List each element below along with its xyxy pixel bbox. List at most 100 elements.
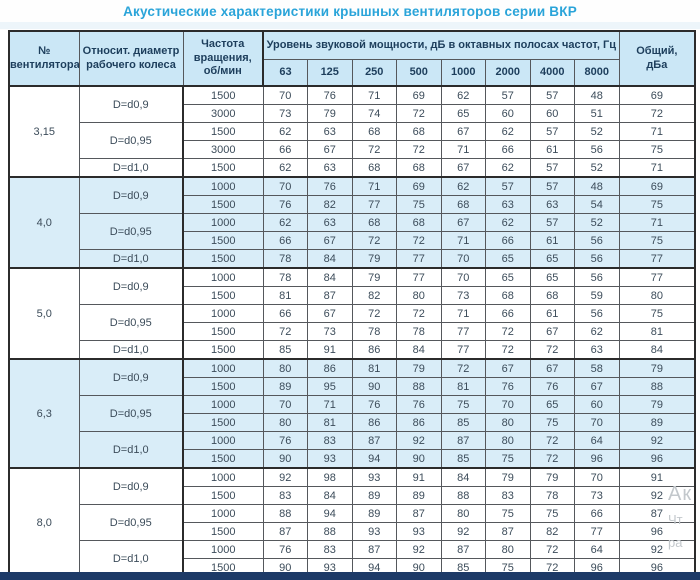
total-level-cell: 96 xyxy=(618,522,696,541)
level-cell-2000hz: 75 xyxy=(485,504,531,523)
speed-cell: 1500 xyxy=(182,286,264,305)
level-cell-125hz: 84 xyxy=(307,486,353,505)
level-cell-63hz: 62 xyxy=(262,213,308,232)
diameter-cell: D=d0,9 xyxy=(78,467,184,505)
level-cell-1000hz: 72 xyxy=(440,358,486,378)
speed-cell: 1000 xyxy=(182,358,264,378)
level-cell-4000hz: 82 xyxy=(529,522,575,541)
diameter-cell: D=d0,95 xyxy=(78,122,184,159)
level-cell-63hz: 62 xyxy=(262,158,308,178)
level-cell-63hz: 83 xyxy=(262,486,308,505)
level-cell-63hz: 72 xyxy=(262,322,308,341)
level-cell-63hz: 80 xyxy=(262,413,308,432)
level-cell-4000hz: 57 xyxy=(529,122,575,141)
header-freq-63: 63 xyxy=(262,59,308,87)
speed-cell: 3000 xyxy=(182,104,264,123)
level-cell-500hz: 68 xyxy=(396,158,442,178)
level-cell-2000hz: 87 xyxy=(485,522,531,541)
level-cell-8000hz: 60 xyxy=(574,395,620,414)
level-cell-63hz: 90 xyxy=(262,449,308,469)
header-diameter: Относит. диаметр рабочего колеса xyxy=(78,30,184,87)
level-cell-500hz: 78 xyxy=(396,322,442,341)
header-freq-4000: 4000 xyxy=(529,59,575,87)
level-cell-2000hz: 66 xyxy=(485,231,531,250)
level-cell-8000hz: 64 xyxy=(574,431,620,450)
table-row: 3000 66 67 72 72 71 66 61 56 75 xyxy=(9,140,696,159)
speed-cell: 1000 xyxy=(182,395,264,414)
level-cell-2000hz: 72 xyxy=(485,322,531,341)
level-cell-500hz: 89 xyxy=(396,486,442,505)
speed-cell: 1500 xyxy=(182,85,264,105)
level-cell-250hz: 82 xyxy=(351,286,397,305)
level-cell-8000hz: 67 xyxy=(574,377,620,396)
header-total: Общий, дБа xyxy=(618,30,696,87)
level-cell-63hz: 70 xyxy=(262,176,308,196)
level-cell-4000hz: 67 xyxy=(529,358,575,378)
total-level-cell: 69 xyxy=(618,176,696,196)
speed-cell: 1500 xyxy=(182,377,264,396)
level-cell-1000hz: 80 xyxy=(440,504,486,523)
level-cell-1000hz: 68 xyxy=(440,195,486,214)
level-cell-1000hz: 85 xyxy=(440,413,486,432)
total-level-cell: 75 xyxy=(618,231,696,250)
level-cell-4000hz: 76 xyxy=(529,377,575,396)
level-cell-63hz: 70 xyxy=(262,395,308,414)
level-cell-63hz: 92 xyxy=(262,467,308,487)
level-cell-8000hz: 66 xyxy=(574,504,620,523)
level-cell-8000hz: 62 xyxy=(574,322,620,341)
level-cell-4000hz: 72 xyxy=(529,540,575,559)
total-level-cell: 92 xyxy=(618,540,696,559)
level-cell-4000hz: 60 xyxy=(529,104,575,123)
level-cell-4000hz: 61 xyxy=(529,140,575,159)
level-cell-250hz: 71 xyxy=(351,176,397,196)
level-cell-63hz: 88 xyxy=(262,504,308,523)
level-cell-4000hz: 72 xyxy=(529,431,575,450)
table-row: 1500 81 87 82 80 73 68 68 59 80 xyxy=(9,286,696,305)
total-level-cell: 75 xyxy=(618,304,696,323)
header-freq-8000: 8000 xyxy=(574,59,620,87)
level-cell-63hz: 85 xyxy=(262,340,308,360)
table-row: 1500 66 67 72 72 71 66 61 56 75 xyxy=(9,231,696,250)
level-cell-1000hz: 87 xyxy=(440,540,486,559)
level-cell-4000hz: 57 xyxy=(529,85,575,105)
header-freq-1000: 1000 xyxy=(440,59,486,87)
table-row: 1500 76 82 77 75 68 63 63 54 75 xyxy=(9,195,696,214)
level-cell-125hz: 91 xyxy=(307,340,353,360)
level-cell-8000hz: 70 xyxy=(574,413,620,432)
level-cell-125hz: 67 xyxy=(307,231,353,250)
table-row: D=d1,0 1000 76 83 87 92 87 80 72 64 92 xyxy=(9,431,696,469)
level-cell-8000hz: 59 xyxy=(574,286,620,305)
level-cell-1000hz: 88 xyxy=(440,486,486,505)
table-row: D=d1,0 1500 85 91 86 84 77 72 72 63 84 xyxy=(9,340,696,360)
diameter-cell: D=d0,9 xyxy=(78,358,184,396)
level-cell-63hz: 73 xyxy=(262,104,308,123)
level-cell-125hz: 67 xyxy=(307,304,353,323)
level-cell-1000hz: 92 xyxy=(440,522,486,541)
level-cell-125hz: 83 xyxy=(307,431,353,450)
level-cell-250hz: 72 xyxy=(351,231,397,250)
level-cell-500hz: 91 xyxy=(396,467,442,487)
level-cell-1000hz: 77 xyxy=(440,322,486,341)
level-cell-8000hz: 52 xyxy=(574,158,620,178)
level-cell-2000hz: 65 xyxy=(485,267,531,287)
level-cell-500hz: 84 xyxy=(396,340,442,360)
level-cell-500hz: 79 xyxy=(396,358,442,378)
speed-cell: 1500 xyxy=(182,413,264,432)
level-cell-63hz: 62 xyxy=(262,122,308,141)
diameter-cell: D=d1,0 xyxy=(78,158,184,178)
level-cell-2000hz: 72 xyxy=(485,340,531,360)
header-fan-number: № вентилятора xyxy=(8,30,80,87)
level-cell-8000hz: 48 xyxy=(574,176,620,196)
level-cell-500hz: 72 xyxy=(396,104,442,123)
level-cell-63hz: 66 xyxy=(262,304,308,323)
diameter-cell: D=d0,95 xyxy=(78,304,184,341)
level-cell-250hz: 79 xyxy=(351,249,397,269)
level-cell-125hz: 82 xyxy=(307,195,353,214)
level-cell-1000hz: 67 xyxy=(440,122,486,141)
table-body: 3,15 D=d0,9 1500 70 76 71 69 62 57 57 48 69 3000 73 79… xyxy=(8,85,696,578)
diameter-cell: D=d0,9 xyxy=(78,85,184,123)
total-level-cell: 75 xyxy=(618,140,696,159)
level-cell-2000hz: 80 xyxy=(485,540,531,559)
diameter-cell: D=d0,95 xyxy=(78,213,184,250)
level-cell-125hz: 84 xyxy=(307,267,353,287)
